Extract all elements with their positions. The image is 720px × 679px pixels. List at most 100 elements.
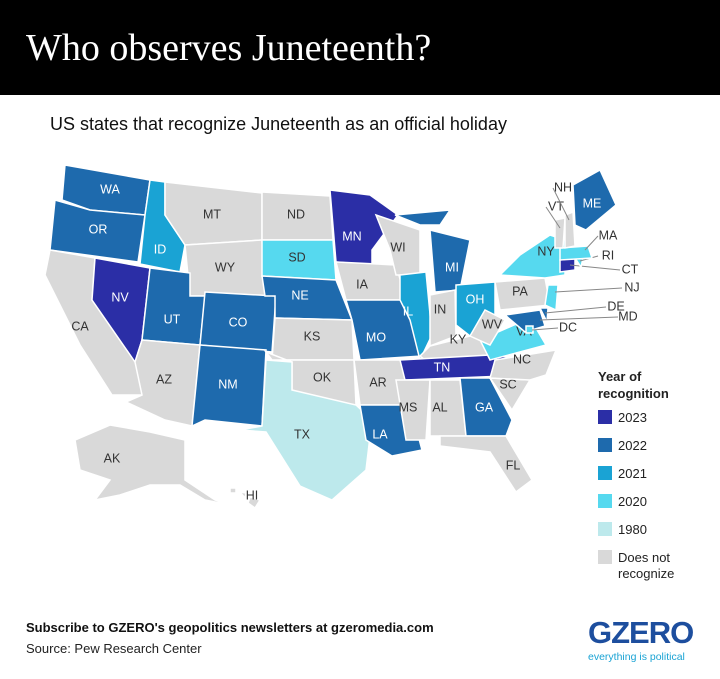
state-label: MD: [618, 309, 637, 323]
logo: GZERO: [588, 615, 694, 650]
state: [49, 199, 146, 263]
state-label: WA: [100, 182, 120, 196]
state-label: MS: [399, 400, 418, 414]
state-label: AR: [369, 375, 386, 389]
state: [239, 359, 373, 501]
state-label: IL: [403, 304, 413, 318]
state-label: WV: [482, 317, 503, 331]
state-label: MT: [203, 207, 221, 221]
state-label: MA: [599, 228, 618, 242]
state-label: NM: [218, 377, 237, 391]
state-label: OK: [313, 370, 332, 384]
state-label: RI: [602, 248, 615, 262]
legend-label: Does not recognize: [618, 550, 675, 581]
legend-label: 2023: [618, 410, 647, 425]
source: Source: Pew Research Center: [26, 641, 202, 656]
state-label: MN: [342, 229, 361, 243]
legend-swatch: [598, 410, 612, 424]
state: [489, 349, 558, 381]
leader-line: [531, 327, 559, 331]
state-label: AZ: [156, 372, 172, 386]
state: [459, 377, 513, 437]
state-label: ID: [154, 242, 167, 256]
state-label: NH: [554, 180, 572, 194]
state-label: NY: [537, 244, 555, 258]
map: WA OR CA NV ID MT WY UT CO AZ NM ND SD NE KS OK TX MN IA MO…: [44, 164, 640, 510]
leader-line: [552, 187, 570, 221]
state-label: ME: [583, 196, 602, 210]
legend: Year of recognition 2023 2022 2021 2020 1980…: [598, 368, 708, 594]
state: [247, 496, 262, 510]
state: [572, 168, 617, 231]
state: [439, 435, 533, 494]
state-label: CA: [71, 319, 89, 333]
state-label: WI: [390, 240, 405, 254]
state-label: WY: [215, 260, 236, 274]
state-label: MO: [366, 330, 386, 344]
state-label: NJ: [624, 280, 639, 294]
state: [503, 309, 546, 333]
state-label: NE: [291, 288, 308, 302]
legend-label: 2022: [618, 438, 647, 453]
state: [395, 379, 431, 441]
state-label: OH: [466, 292, 485, 306]
state: [429, 289, 457, 348]
legend-swatch: [598, 466, 612, 480]
state: [525, 325, 534, 334]
state: [538, 307, 549, 325]
state: [544, 284, 559, 312]
leader-line: [539, 316, 619, 321]
state-label: FL: [506, 458, 521, 472]
legend-swatch: [598, 522, 612, 536]
legend-swatch: [598, 438, 612, 452]
leader-line: [544, 306, 607, 314]
leader-line: [545, 206, 561, 229]
header-band: [0, 0, 720, 95]
state-label: TX: [294, 427, 311, 441]
state-label: IA: [356, 277, 368, 291]
state: [554, 217, 566, 249]
state-label: DC: [559, 320, 577, 334]
state: [191, 344, 267, 428]
state-label: TN: [434, 360, 451, 374]
legend-item: 2022: [598, 438, 708, 454]
state-label: KY: [450, 332, 467, 346]
state-label: MI: [445, 260, 459, 274]
state-label: ND: [287, 207, 305, 221]
legend-item: 2023: [598, 410, 708, 426]
state: [74, 424, 231, 506]
state-label: PA: [512, 284, 528, 298]
legend-item: 2021: [598, 466, 708, 482]
state-label: GA: [475, 400, 494, 414]
legend-label: 2020: [618, 494, 647, 509]
state-label: NC: [513, 352, 531, 366]
state-label: SC: [499, 377, 516, 391]
state-label: AK: [104, 451, 121, 465]
title: Who observes Juneteenth?: [26, 27, 432, 69]
leader-line: [554, 287, 623, 293]
leader-line: [569, 264, 621, 271]
state-label: LA: [372, 427, 388, 441]
state-label: HI: [246, 488, 259, 502]
state: [564, 210, 576, 249]
state-label: IN: [434, 302, 447, 316]
state-label: NV: [111, 290, 129, 304]
state: [238, 490, 247, 500]
legend-title: Year of recognition: [598, 369, 669, 401]
state-label: UT: [164, 312, 181, 326]
state: [394, 209, 452, 226]
state: [468, 309, 507, 346]
legend-label: 1980: [618, 522, 647, 537]
state: [559, 245, 594, 261]
legend-item: Does not recognize: [598, 550, 708, 582]
state-label: SD: [288, 250, 305, 264]
state-label: AL: [432, 400, 447, 414]
state: [344, 299, 423, 361]
legend-swatch: [598, 550, 612, 564]
state-label: CT: [622, 262, 639, 276]
state: [229, 487, 237, 494]
state-label: OR: [89, 222, 108, 236]
legend-item: 1980: [598, 522, 708, 538]
state-label: DE: [607, 299, 624, 313]
